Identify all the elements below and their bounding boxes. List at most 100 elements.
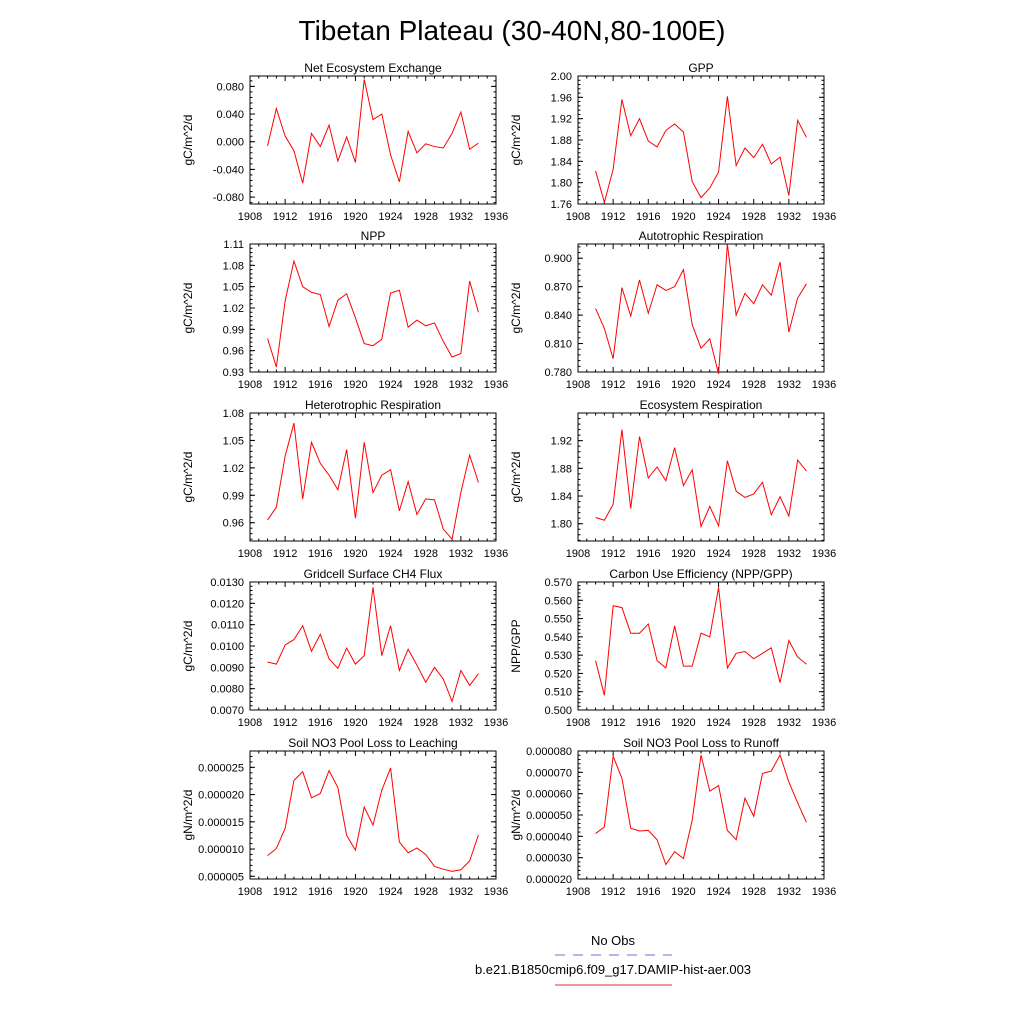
panel-title: Heterotrophic Respiration bbox=[305, 398, 441, 412]
panel-title: Net Ecosystem Exchange bbox=[304, 61, 442, 75]
panel-title: GPP bbox=[688, 61, 713, 75]
y-tick-label: 0.96 bbox=[223, 346, 244, 358]
x-tick-label: 1916 bbox=[308, 548, 332, 560]
x-tick-label: 1912 bbox=[273, 717, 297, 729]
x-tick-label: 1912 bbox=[273, 548, 297, 560]
panel-soil-no3-pool-loss-to-runoff: Soil NO3 Pool Loss to Runoff gN/m^2/d 1908… bbox=[509, 736, 836, 898]
y-tick-label: 1.92 bbox=[551, 114, 572, 126]
figure-title: Tibetan Plateau (30-40N,80-100E) bbox=[299, 15, 726, 46]
x-tick-label: 1932 bbox=[449, 211, 473, 223]
series-line bbox=[595, 429, 807, 529]
x-tick-label: 1924 bbox=[378, 379, 402, 391]
x-tick-label: 1920 bbox=[343, 717, 367, 729]
y-axis-label: gC/m^2/d bbox=[181, 115, 195, 166]
x-tick-label: 1928 bbox=[413, 886, 437, 898]
x-tick-label: 1908 bbox=[566, 886, 590, 898]
y-tick-label: 1.84 bbox=[551, 491, 572, 503]
x-tick-label: 1924 bbox=[706, 548, 730, 560]
y-tick-label: 0.000070 bbox=[526, 767, 572, 779]
legend-label-model: b.e21.B1850cmip6.f09_g17.DAMIP-hist-aer.… bbox=[475, 962, 751, 977]
x-tick-label: 1932 bbox=[777, 717, 801, 729]
panel-title: Gridcell Surface CH4 Flux bbox=[304, 567, 443, 581]
x-tick-label: 1916 bbox=[308, 211, 332, 223]
x-tick-label: 1912 bbox=[601, 717, 625, 729]
series-line bbox=[595, 243, 807, 375]
y-tick-label: -0.080 bbox=[213, 192, 244, 204]
y-tick-label: 0.000025 bbox=[198, 762, 244, 774]
x-tick-label: 1916 bbox=[308, 886, 332, 898]
y-tick-label: 0.510 bbox=[544, 687, 572, 699]
y-axis-label: gC/m^2/d bbox=[181, 452, 195, 503]
x-tick-label: 1928 bbox=[741, 717, 765, 729]
x-tick-label: 1908 bbox=[238, 886, 262, 898]
y-tick-label: 1.96 bbox=[551, 92, 572, 104]
series-line bbox=[267, 587, 479, 704]
x-tick-label: 1920 bbox=[343, 886, 367, 898]
x-tick-label: 1928 bbox=[741, 548, 765, 560]
y-tick-label: 0.0110 bbox=[211, 620, 244, 632]
x-tick-label: 1912 bbox=[601, 886, 625, 898]
x-tick-label: 1924 bbox=[706, 211, 730, 223]
x-tick-label: 1916 bbox=[308, 717, 332, 729]
y-tick-label: 0.000020 bbox=[526, 874, 572, 886]
x-tick-label: 1908 bbox=[566, 211, 590, 223]
x-tick-label: 1928 bbox=[413, 548, 437, 560]
y-tick-label: 1.76 bbox=[551, 199, 572, 211]
y-tick-label: 0.000060 bbox=[526, 789, 572, 801]
x-tick-label: 1924 bbox=[378, 886, 402, 898]
legend: No Obs b.e21.B1850cmip6.f09_g17.DAMIP-hi… bbox=[475, 933, 751, 986]
y-axis-label: gC/m^2/d bbox=[509, 115, 523, 166]
x-tick-label: 1920 bbox=[343, 211, 367, 223]
y-tick-label: 0.000050 bbox=[526, 810, 572, 822]
x-tick-label: 1936 bbox=[484, 717, 508, 729]
x-tick-label: 1916 bbox=[636, 548, 660, 560]
x-tick-label: 1936 bbox=[812, 548, 836, 560]
panel-ecosystem-respiration: Ecosystem Respiration gC/m^2/d 1908 1912 191… bbox=[509, 398, 836, 560]
series-line bbox=[267, 79, 479, 184]
panel-net-ecosystem-exchange: Net Ecosystem Exchange gC/m^2/d 1908 1912 19… bbox=[181, 61, 508, 223]
x-tick-label: 1924 bbox=[706, 379, 730, 391]
x-tick-label: 1936 bbox=[484, 548, 508, 560]
y-tick-label: 1.02 bbox=[223, 303, 244, 315]
y-axis-label: gN/m^2/d bbox=[509, 790, 523, 841]
x-tick-label: 1924 bbox=[706, 886, 730, 898]
y-tick-label: 0.900 bbox=[544, 253, 572, 265]
x-tick-label: 1908 bbox=[238, 211, 262, 223]
panel-title: NPP bbox=[361, 229, 386, 243]
panel-title: Autotrophic Respiration bbox=[639, 229, 764, 243]
series-line bbox=[595, 587, 807, 696]
y-tick-label: 1.08 bbox=[223, 408, 244, 420]
y-tick-label: 0.0130 bbox=[210, 577, 244, 589]
y-tick-label: 0.570 bbox=[544, 577, 572, 589]
y-tick-label: 1.84 bbox=[551, 156, 572, 168]
panel-title: Carbon Use Efficiency (NPP/GPP) bbox=[609, 567, 792, 581]
y-tick-label: 0.520 bbox=[544, 668, 572, 680]
y-tick-label: 0.040 bbox=[216, 109, 244, 121]
x-tick-label: 1928 bbox=[413, 717, 437, 729]
y-tick-label: 0.000080 bbox=[526, 746, 572, 758]
x-tick-label: 1936 bbox=[812, 886, 836, 898]
x-tick-label: 1908 bbox=[566, 548, 590, 560]
panel-gpp: GPP gC/m^2/d 1908 1912 1916 1920 1924 1928 1932 1… bbox=[509, 61, 836, 223]
x-tick-label: 1916 bbox=[636, 211, 660, 223]
y-tick-label: 0.000040 bbox=[526, 831, 572, 843]
y-tick-label: 0.93 bbox=[223, 367, 244, 379]
y-tick-label: 0.870 bbox=[544, 282, 572, 294]
x-tick-label: 1928 bbox=[741, 211, 765, 223]
y-axis-label: gC/m^2/d bbox=[181, 283, 195, 334]
x-tick-label: 1932 bbox=[777, 548, 801, 560]
x-tick-label: 1936 bbox=[812, 717, 836, 729]
series-line bbox=[595, 96, 807, 205]
y-tick-label: 0.500 bbox=[544, 705, 572, 717]
x-tick-label: 1924 bbox=[378, 717, 402, 729]
x-tick-label: 1920 bbox=[343, 379, 367, 391]
x-tick-label: 1928 bbox=[741, 886, 765, 898]
x-tick-label: 1920 bbox=[671, 548, 695, 560]
x-tick-label: 1920 bbox=[671, 717, 695, 729]
y-tick-label: 1.92 bbox=[551, 436, 572, 448]
y-tick-label: -0.040 bbox=[213, 164, 244, 176]
y-tick-label: 0.550 bbox=[544, 614, 572, 626]
x-tick-label: 1936 bbox=[484, 379, 508, 391]
x-tick-label: 1936 bbox=[812, 379, 836, 391]
x-tick-label: 1932 bbox=[449, 886, 473, 898]
